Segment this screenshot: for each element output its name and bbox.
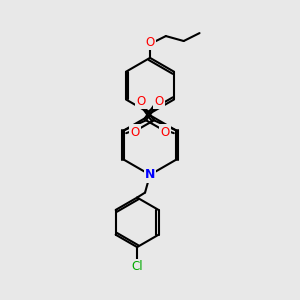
Text: O: O [136,95,146,108]
Text: O: O [154,95,164,108]
Text: O: O [130,126,140,139]
Text: Cl: Cl [131,260,143,273]
Text: O: O [160,126,170,139]
Text: O: O [146,35,154,49]
Text: N: N [145,168,155,181]
